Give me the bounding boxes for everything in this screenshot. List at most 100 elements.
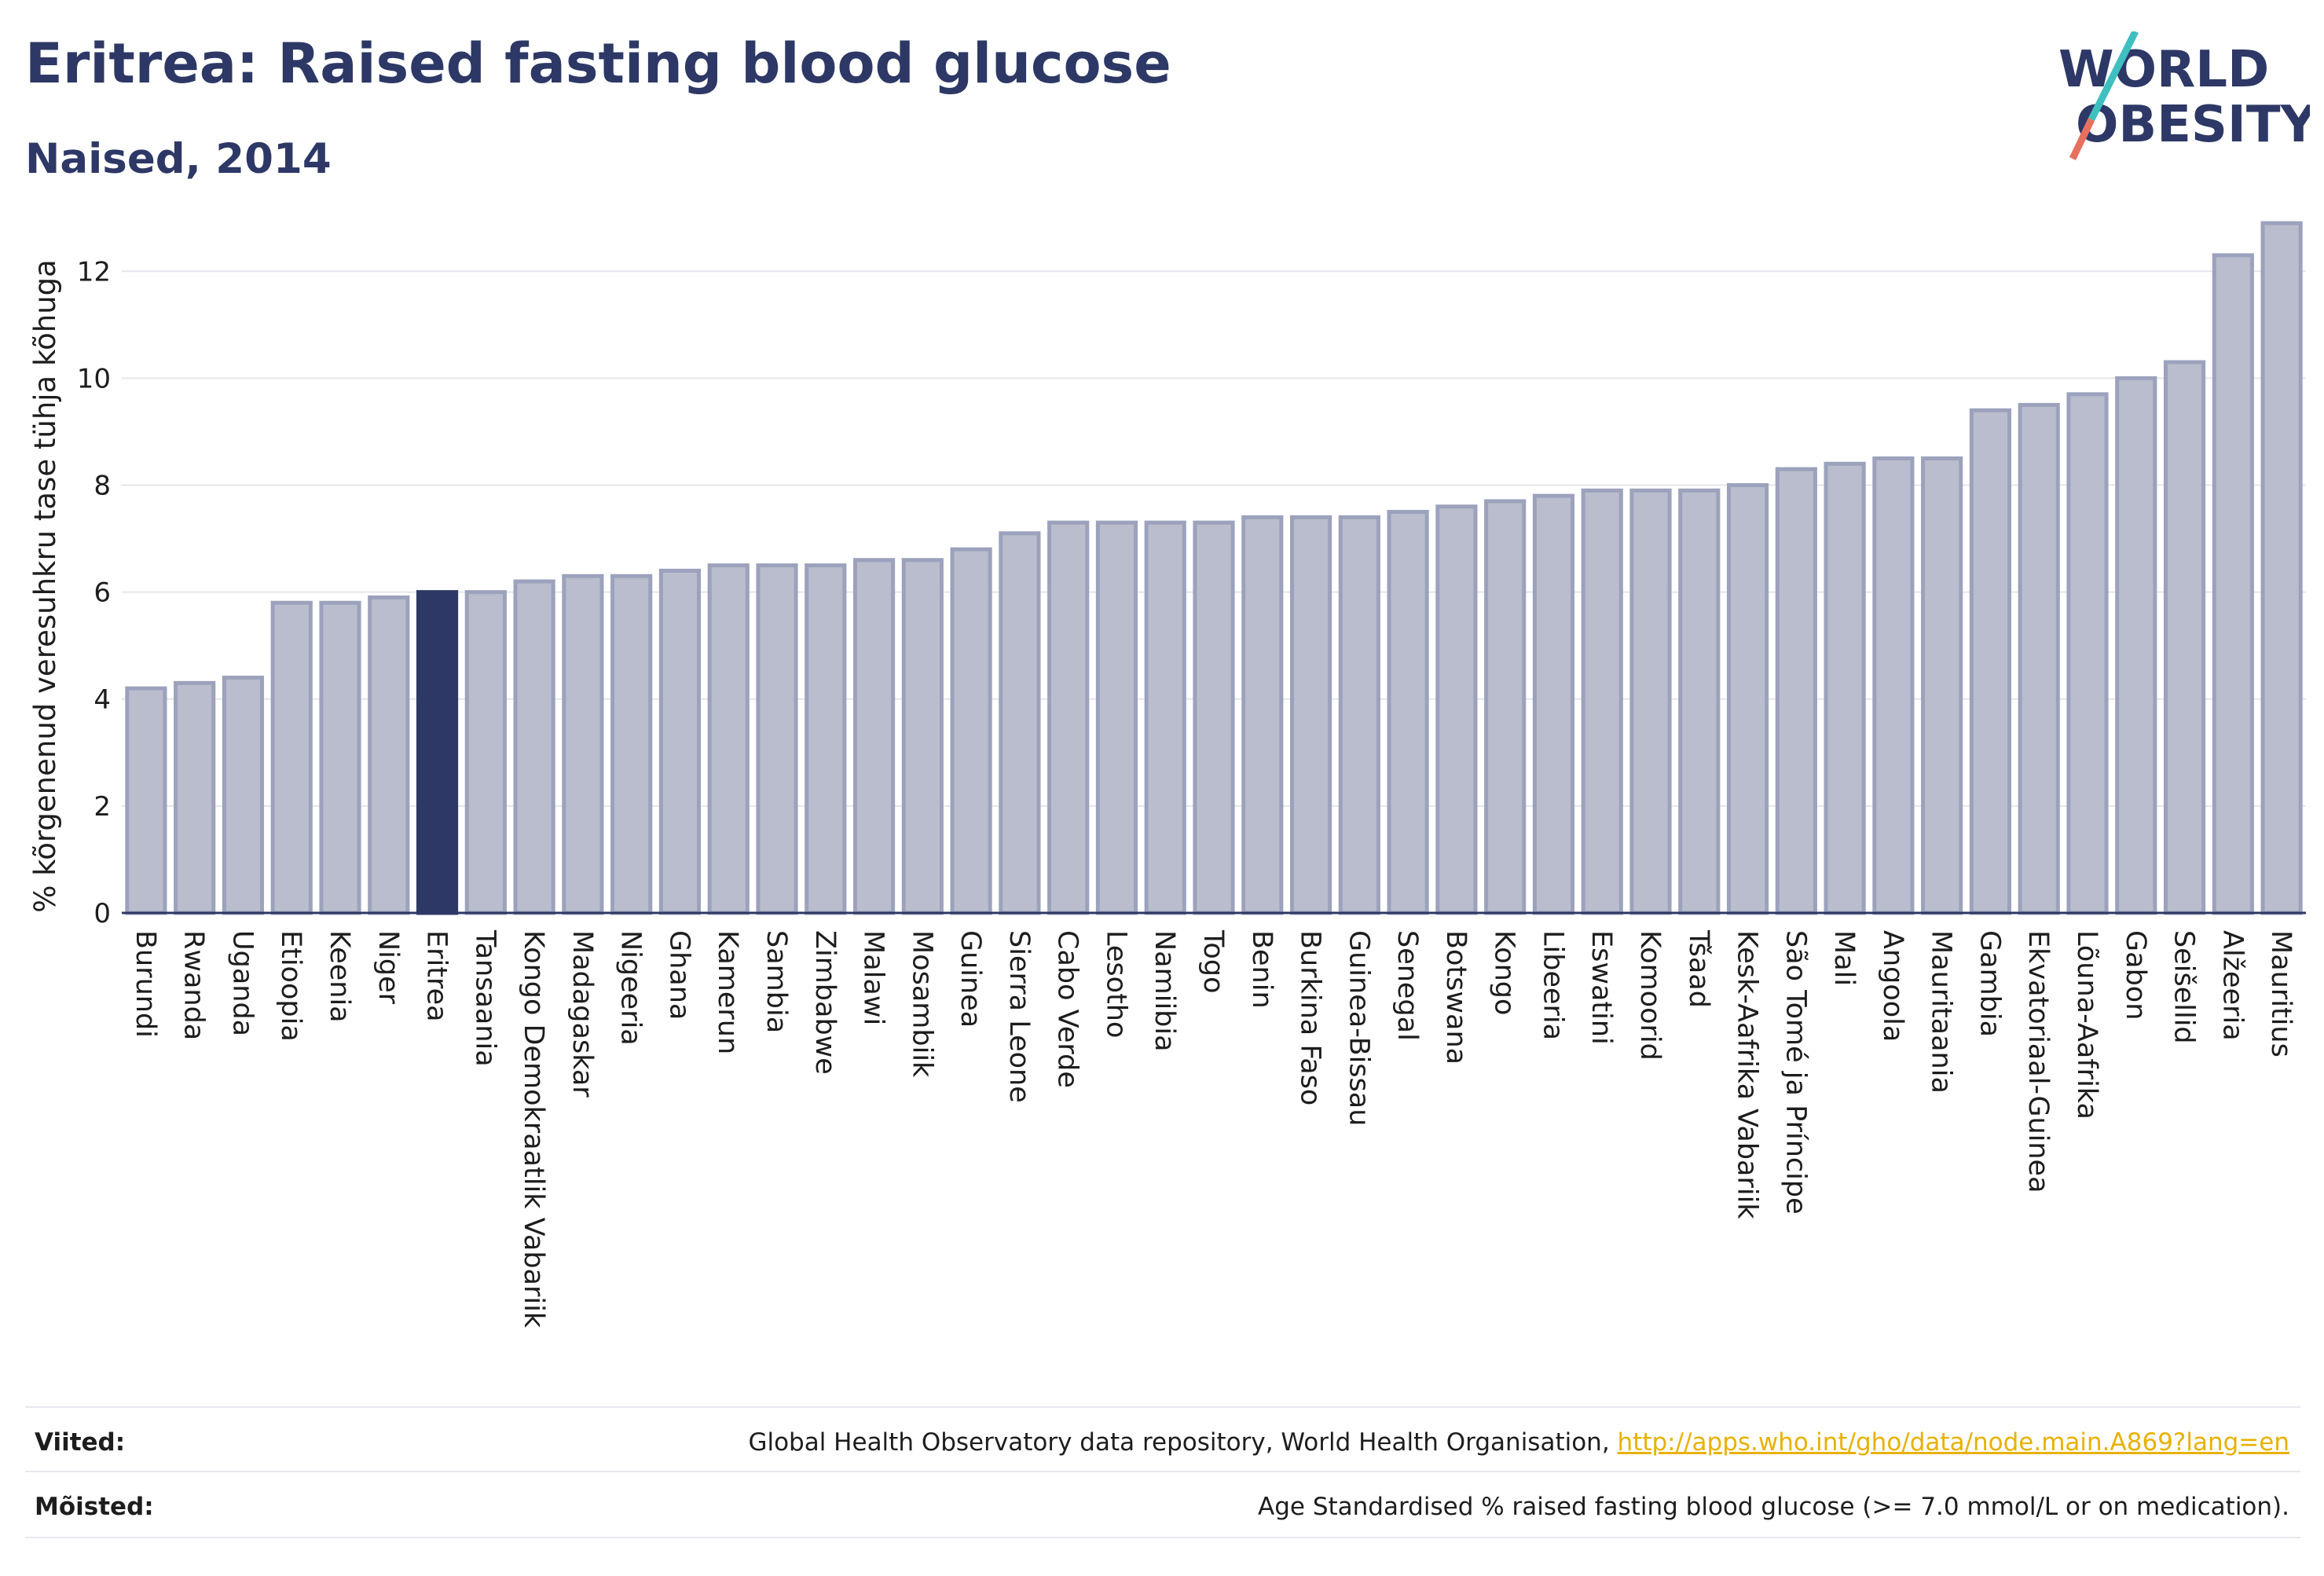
bar <box>1144 520 1186 915</box>
definitions-text: Age Standardised % raised fasting blood … <box>1258 1493 2289 1521</box>
x-tick-label: Libeeria <box>1537 930 1568 1040</box>
x-tick-label: Uganda <box>226 930 258 1036</box>
x-tick-label: Gabon <box>2120 930 2151 1020</box>
y-tick-label: 0 <box>93 898 111 929</box>
y-tick-label: 2 <box>93 791 111 823</box>
bar <box>805 563 847 915</box>
bar <box>319 600 361 915</box>
x-tick-label: Eritrea <box>421 930 453 1022</box>
bar <box>1338 515 1380 915</box>
bar <box>562 574 604 915</box>
bar <box>756 563 798 915</box>
bar <box>2115 376 2157 915</box>
bar <box>1872 456 1915 915</box>
x-tick-label: Mauritaania <box>1926 930 1957 1094</box>
y-tick-label: 4 <box>93 684 111 716</box>
x-tick-label: Ekvatoriaal-Guinea <box>2022 930 2054 1193</box>
bar <box>1629 488 1672 915</box>
x-tick-label: Sambia <box>761 930 792 1033</box>
x-tick-label: Namiibia <box>1149 930 1180 1052</box>
x-tick-label: Nigeeria <box>615 930 647 1046</box>
x-tick-label: Botswana <box>1440 930 1472 1065</box>
x-tick-label: Keenia <box>324 930 355 1023</box>
y-tick-label: 6 <box>93 577 111 609</box>
x-tick-label: Eswatini <box>1585 930 1617 1045</box>
x-tick-label: Guinea <box>955 930 986 1028</box>
bar <box>1387 510 1429 915</box>
chart-title: Eritrea: Raised fasting blood glucose <box>25 31 1171 96</box>
x-tick-label: Kongo <box>1489 930 1520 1015</box>
bar <box>2018 402 2060 915</box>
bar <box>125 686 167 915</box>
x-tick-label: Benin <box>1246 930 1277 1009</box>
x-tick-label: Mali <box>1828 930 1860 986</box>
bar <box>707 563 750 915</box>
x-tick-label: Seišellid <box>2168 930 2200 1044</box>
bar <box>1241 515 1284 915</box>
bar <box>1532 493 1575 915</box>
x-tick-label: Togo <box>1197 929 1229 993</box>
x-tick-label: Malawi <box>858 930 889 1025</box>
bar <box>1435 504 1478 915</box>
bar <box>1678 488 1721 915</box>
y-tick-label: 10 <box>77 363 111 394</box>
x-tick-label: Rwanda <box>178 930 210 1040</box>
bar <box>1581 488 1623 915</box>
x-tick-label: Kamerun <box>712 930 743 1054</box>
x-tick-label: Zimbabwe <box>809 930 841 1075</box>
bar <box>1484 499 1527 915</box>
bar <box>950 547 992 915</box>
bar <box>2260 221 2303 915</box>
x-tick-label: Kesk-Aafrika Vabariik <box>1732 930 1763 1219</box>
x-tick-label: Niger <box>372 930 404 1005</box>
bar <box>901 558 944 915</box>
bar <box>1921 456 1963 915</box>
x-tick-label: Lõuna-Aafrika <box>2071 930 2102 1120</box>
bar <box>1289 515 1332 915</box>
bar <box>2163 360 2206 915</box>
x-tick-label: Etioopia <box>275 930 306 1042</box>
bar <box>464 590 507 915</box>
x-tick-label: São Tomé ja Príncipe <box>1780 930 1811 1215</box>
bar <box>999 531 1041 915</box>
x-tick-label: Alžeeria <box>2216 930 2248 1041</box>
footer-divider <box>25 1537 2300 1538</box>
bar-chart: 0 2 4 6 8 10 12 % kõrgenenud veresuhkru tase tü… <box>28 221 2306 1329</box>
footer-divider <box>25 1471 2300 1472</box>
x-tick-label: Cabo Verde <box>1052 930 1083 1088</box>
bar <box>222 676 265 915</box>
world-obesity-logo: WORLD OBESITY <box>2058 31 2310 160</box>
sources-text-body: Global Health Observatory data repositor… <box>748 1428 1618 1457</box>
x-tick-label: Gambia <box>1974 930 2005 1037</box>
sources-link[interactable]: http://apps.who.int/gho/data/node.main.A… <box>1617 1428 2289 1457</box>
x-tick-label: Kongo Demokraatlik Vabariik <box>518 930 549 1329</box>
sources-label: Viited: <box>35 1428 126 1457</box>
x-tick-label: Guinea-Bissau <box>1343 930 1374 1126</box>
sources-text: Global Health Observatory data repositor… <box>748 1428 2289 1457</box>
bar <box>1047 520 1090 915</box>
bar <box>1095 520 1138 915</box>
bar <box>368 595 410 915</box>
x-tick-label: Burundi <box>130 930 161 1038</box>
bar <box>513 579 555 915</box>
x-tick-label: Tšaad <box>1683 929 1714 1008</box>
footer-divider <box>25 1406 2300 1408</box>
x-tick-label: Angoola <box>1877 930 1908 1042</box>
y-axis-title: % kõrgenenud veresuhkru tase tühja kõhug… <box>28 259 62 913</box>
bar <box>2066 392 2109 915</box>
definitions-label: Mõisted: <box>35 1493 154 1521</box>
x-tick-label: Burkina Faso <box>1295 930 1326 1105</box>
bar <box>1726 483 1769 915</box>
y-tick-label: 12 <box>77 256 111 288</box>
x-tick-label: Sierra Leone <box>1003 930 1035 1103</box>
bar <box>610 574 653 915</box>
bar <box>270 600 313 915</box>
bar <box>1775 467 1817 915</box>
logo-line1: WORLD <box>2058 41 2269 99</box>
x-tick-label: Mosambiik <box>906 930 937 1078</box>
chart-subtitle: Naised, 2014 <box>25 135 332 183</box>
x-tick-label: Lesotho <box>1100 930 1131 1038</box>
x-tick-label: Mauritius <box>2265 930 2297 1057</box>
bar <box>1193 520 1235 915</box>
bar <box>852 558 896 915</box>
